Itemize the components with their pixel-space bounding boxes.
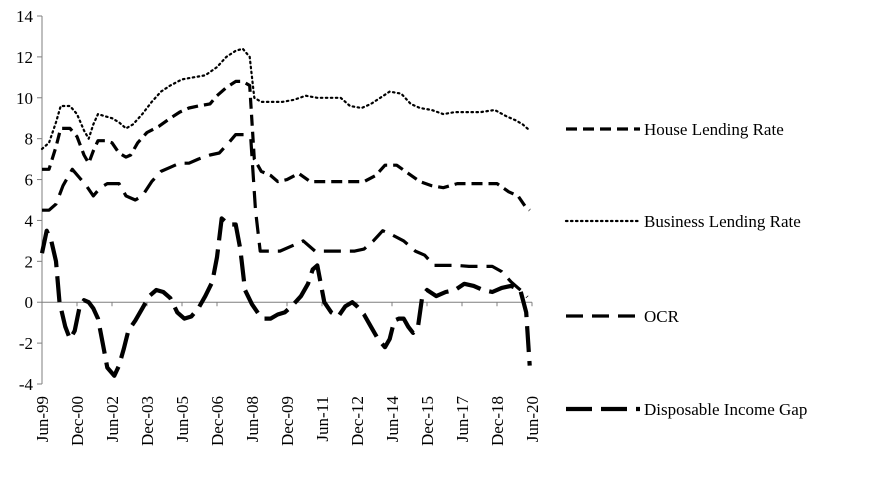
x-tick-label: Jun-99 xyxy=(33,396,52,442)
x-tick-label: Jun-14 xyxy=(383,396,402,443)
y-axis: -4 -2 0 2 4 6 8 10 12 14 xyxy=(16,7,43,394)
series-lines xyxy=(39,47,532,378)
x-tick-label: Jun-02 xyxy=(103,396,122,442)
y-tick-label: 12 xyxy=(16,48,33,67)
series-line-ocr xyxy=(42,133,529,299)
x-tick-label: Jun-20 xyxy=(523,396,542,442)
x-tick-label: Dec-09 xyxy=(278,396,297,446)
x-tick-label: Jun-17 xyxy=(453,396,472,443)
legend: House Lending Rate Business Lending Rate O… xyxy=(564,120,807,419)
legend-label-house-lending-rate: House Lending Rate xyxy=(644,120,784,139)
series-line-house-lending-rate xyxy=(42,79,531,212)
x-tick-label: Dec-18 xyxy=(488,396,507,446)
x-axis: Jun-99 Dec-00 Jun-02 Dec-03 Jun-05 Dec-06 Jun-… xyxy=(33,301,542,446)
x-tick-label: Jun-08 xyxy=(243,396,262,442)
y-tick-label: 14 xyxy=(16,7,34,26)
series-line-business-lending-rate xyxy=(40,47,531,150)
x-tick-label: Dec-15 xyxy=(418,396,437,446)
x-tick-label: Dec-12 xyxy=(348,396,367,446)
legend-label-business-lending-rate: Business Lending Rate xyxy=(644,212,801,231)
x-tick-label: Jun-11 xyxy=(313,396,332,442)
x-tick-label: Jun-05 xyxy=(173,396,192,442)
x-tick-label: Dec-00 xyxy=(68,396,87,446)
y-tick-label: 6 xyxy=(25,171,34,190)
y-tick-label: 8 xyxy=(25,130,34,149)
y-tick-label: -2 xyxy=(19,334,33,353)
series-line-disposable-income-gap xyxy=(39,216,532,378)
legend-label-disposable-income-gap: Disposable Income Gap xyxy=(644,400,807,419)
legend-label-ocr: OCR xyxy=(644,307,680,326)
y-tick-label: -4 xyxy=(19,375,34,394)
x-tick-label: Dec-06 xyxy=(208,396,227,446)
y-tick-label: 4 xyxy=(25,211,34,230)
x-tick-label: Dec-03 xyxy=(138,396,157,446)
y-tick-label: 0 xyxy=(25,293,34,312)
y-tick-label: 10 xyxy=(16,89,33,108)
y-tick-label: 2 xyxy=(25,252,34,271)
